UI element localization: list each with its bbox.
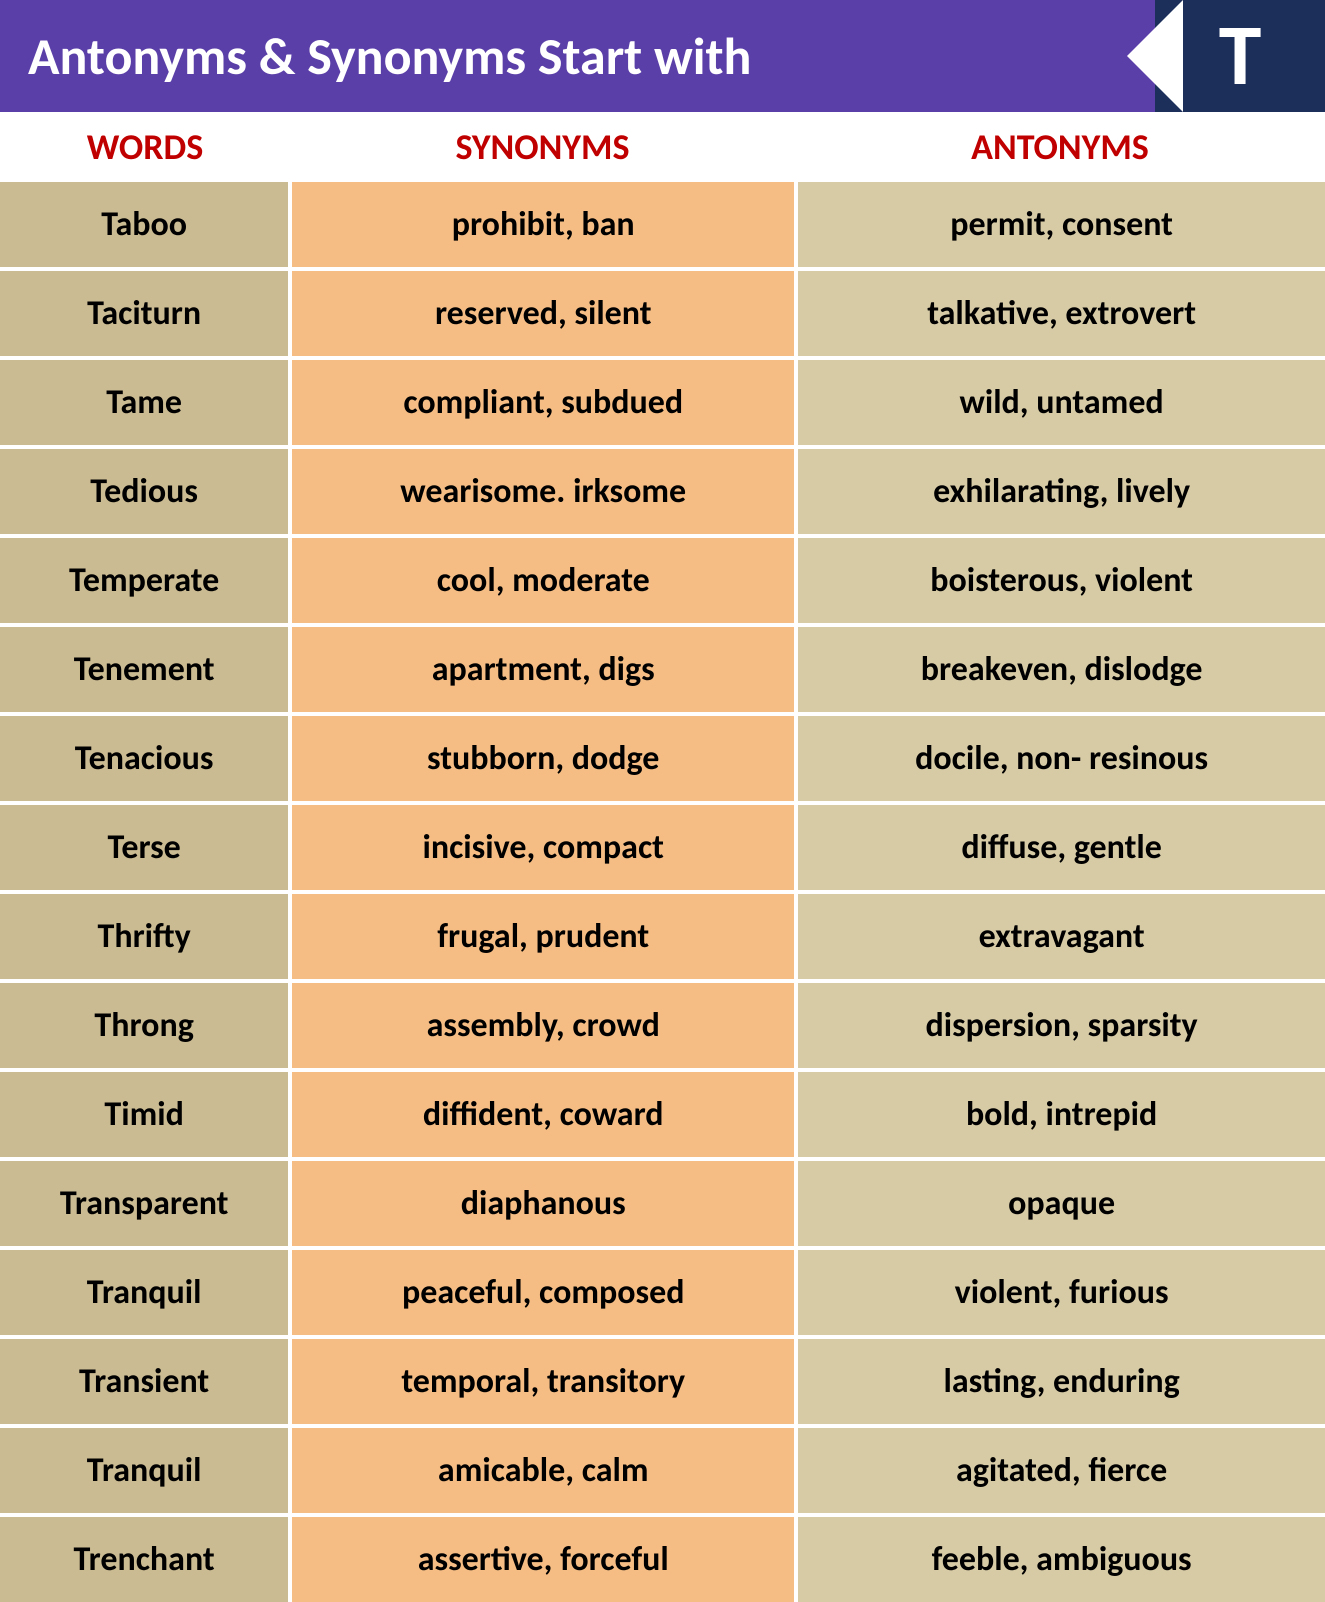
table-row: Temperatecool, moderateboisterous, viole…: [0, 538, 1325, 623]
cell-antonym: docile, non- resinous: [798, 716, 1325, 801]
table-row: Tamecompliant, subduedwild, untamed: [0, 360, 1325, 445]
watermark-text: www.englishan.com: [1321, 520, 1325, 750]
cell-antonym: boisterous, violent: [798, 538, 1325, 623]
cell-synonym: assertive, forceful: [292, 1517, 794, 1602]
header-banner: Antonyms & Synonyms Start with T: [0, 0, 1325, 112]
cell-antonym: feeble, ambiguous: [798, 1517, 1325, 1602]
table-row: Tranquilpeaceful, composedviolent, furio…: [0, 1250, 1325, 1335]
table-row: Taciturnreserved, silenttalkative, extro…: [0, 271, 1325, 356]
table-row: Timiddiffident, cowardbold, intrepid: [0, 1072, 1325, 1157]
cell-word: Tenacious: [0, 716, 288, 801]
cell-word: Tenement: [0, 627, 288, 712]
cell-word: Tranquil: [0, 1250, 288, 1335]
cell-word: Tame: [0, 360, 288, 445]
cell-antonym: violent, furious: [798, 1250, 1325, 1335]
cell-antonym: exhilarating, lively: [798, 449, 1325, 534]
letter-badge-text: T: [1219, 13, 1262, 99]
cell-word: Transparent: [0, 1161, 288, 1246]
page-title: Antonyms & Synonyms Start with: [28, 24, 751, 88]
table-body: Tabooprohibit, banpermit, consentTacitur…: [0, 182, 1325, 1602]
cell-antonym: diffuse, gentle: [798, 805, 1325, 890]
cell-antonym: agitated, fierce: [798, 1428, 1325, 1513]
column-headers: WORDS SYNONYMS ANTONYMS: [0, 112, 1325, 182]
cell-synonym: reserved, silent: [292, 271, 794, 356]
cell-antonym: dispersion, sparsity: [798, 983, 1325, 1068]
col-header-words: WORDS: [0, 125, 290, 169]
table-row: Tranquilamicable, calmagitated, fierce: [0, 1428, 1325, 1513]
col-header-antonyms: ANTONYMS: [795, 125, 1325, 169]
cell-antonym: permit, consent: [798, 182, 1325, 267]
chevron-left-icon: [1127, 0, 1183, 112]
cell-word: Transient: [0, 1339, 288, 1424]
cell-antonym: wild, untamed: [798, 360, 1325, 445]
cell-synonym: diffident, coward: [292, 1072, 794, 1157]
table-row: Trenchantassertive, forcefulfeeble, ambi…: [0, 1517, 1325, 1602]
cell-synonym: compliant, subdued: [292, 360, 794, 445]
table-row: Thriftyfrugal, prudentextravagant: [0, 894, 1325, 979]
cell-synonym: stubborn, dodge: [292, 716, 794, 801]
cell-synonym: wearisome. irksome: [292, 449, 794, 534]
cell-synonym: assembly, crowd: [292, 983, 794, 1068]
cell-synonym: prohibit, ban: [292, 182, 794, 267]
cell-synonym: incisive, compact: [292, 805, 794, 890]
cell-antonym: opaque: [798, 1161, 1325, 1246]
table-row: Throngassembly, crowddispersion, sparsit…: [0, 983, 1325, 1068]
cell-word: Thrifty: [0, 894, 288, 979]
cell-word: Taboo: [0, 182, 288, 267]
cell-synonym: frugal, prudent: [292, 894, 794, 979]
cell-word: Temperate: [0, 538, 288, 623]
col-header-synonyms: SYNONYMS: [290, 125, 795, 169]
cell-word: Tranquil: [0, 1428, 288, 1513]
cell-synonym: peaceful, composed: [292, 1250, 794, 1335]
cell-synonym: temporal, transitory: [292, 1339, 794, 1424]
cell-antonym: breakeven, dislodge: [798, 627, 1325, 712]
cell-word: Terse: [0, 805, 288, 890]
table-row: Tenaciousstubborn, dodgedocile, non- res…: [0, 716, 1325, 801]
cell-word: Throng: [0, 983, 288, 1068]
table-row: Tediouswearisome. irksomeexhilarating, l…: [0, 449, 1325, 534]
header-right: T: [1127, 0, 1325, 112]
cell-word: Taciturn: [0, 271, 288, 356]
cell-word: Trenchant: [0, 1517, 288, 1602]
page-root: Antonyms & Synonyms Start with T WORDS S…: [0, 0, 1325, 1546]
cell-antonym: extravagant: [798, 894, 1325, 979]
table-row: Terseincisive, compactdiffuse, gentle: [0, 805, 1325, 890]
table-row: Tenementapartment, digsbreakeven, dislod…: [0, 627, 1325, 712]
cell-synonym: amicable, calm: [292, 1428, 794, 1513]
table-row: Transparentdiaphanousopaque: [0, 1161, 1325, 1246]
cell-word: Tedious: [0, 449, 288, 534]
table-row: Tabooprohibit, banpermit, consent: [0, 182, 1325, 267]
cell-synonym: cool, moderate: [292, 538, 794, 623]
cell-antonym: bold, intrepid: [798, 1072, 1325, 1157]
cell-word: Timid: [0, 1072, 288, 1157]
cell-antonym: lasting, enduring: [798, 1339, 1325, 1424]
cell-synonym: apartment, digs: [292, 627, 794, 712]
cell-antonym: talkative, extrovert: [798, 271, 1325, 356]
cell-synonym: diaphanous: [292, 1161, 794, 1246]
table-row: Transienttemporal, transitorylasting, en…: [0, 1339, 1325, 1424]
